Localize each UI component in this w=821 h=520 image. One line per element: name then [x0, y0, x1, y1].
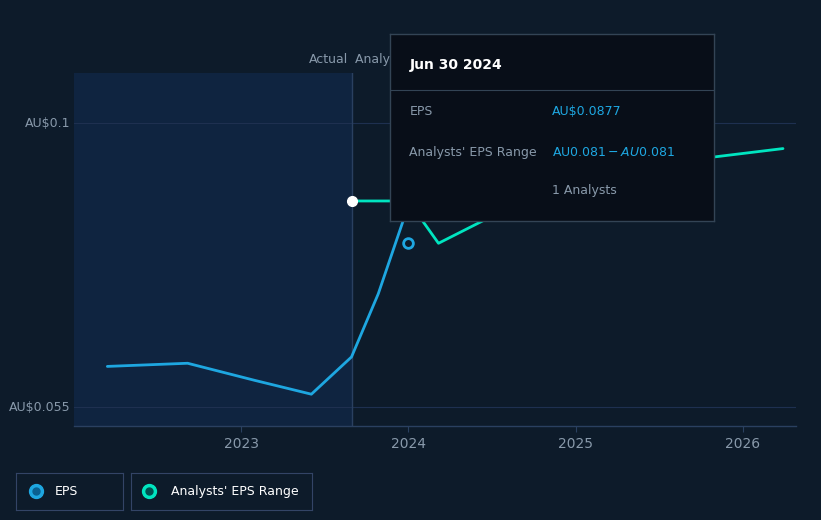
Text: Actual: Actual	[309, 54, 348, 67]
Text: AU$0.1: AU$0.1	[25, 117, 71, 130]
Bar	[351, 73, 796, 426]
Text: AU$0.081 - AU$0.081: AU$0.081 - AU$0.081	[552, 146, 675, 159]
Text: AU$0.0877: AU$0.0877	[552, 105, 621, 118]
Text: Jun 30 2024: Jun 30 2024	[410, 58, 502, 72]
Text: Analysts' EPS Range: Analysts' EPS Range	[410, 146, 537, 159]
Text: AU$0.055: AU$0.055	[9, 401, 71, 414]
Text: Analysts' EPS Range: Analysts' EPS Range	[171, 485, 299, 498]
Text: 1 Analysts: 1 Analysts	[552, 184, 617, 197]
Text: EPS: EPS	[55, 485, 78, 498]
Text: EPS: EPS	[410, 105, 433, 118]
Text: Analysts Forecasts: Analysts Forecasts	[355, 54, 471, 67]
Bar	[74, 73, 351, 426]
